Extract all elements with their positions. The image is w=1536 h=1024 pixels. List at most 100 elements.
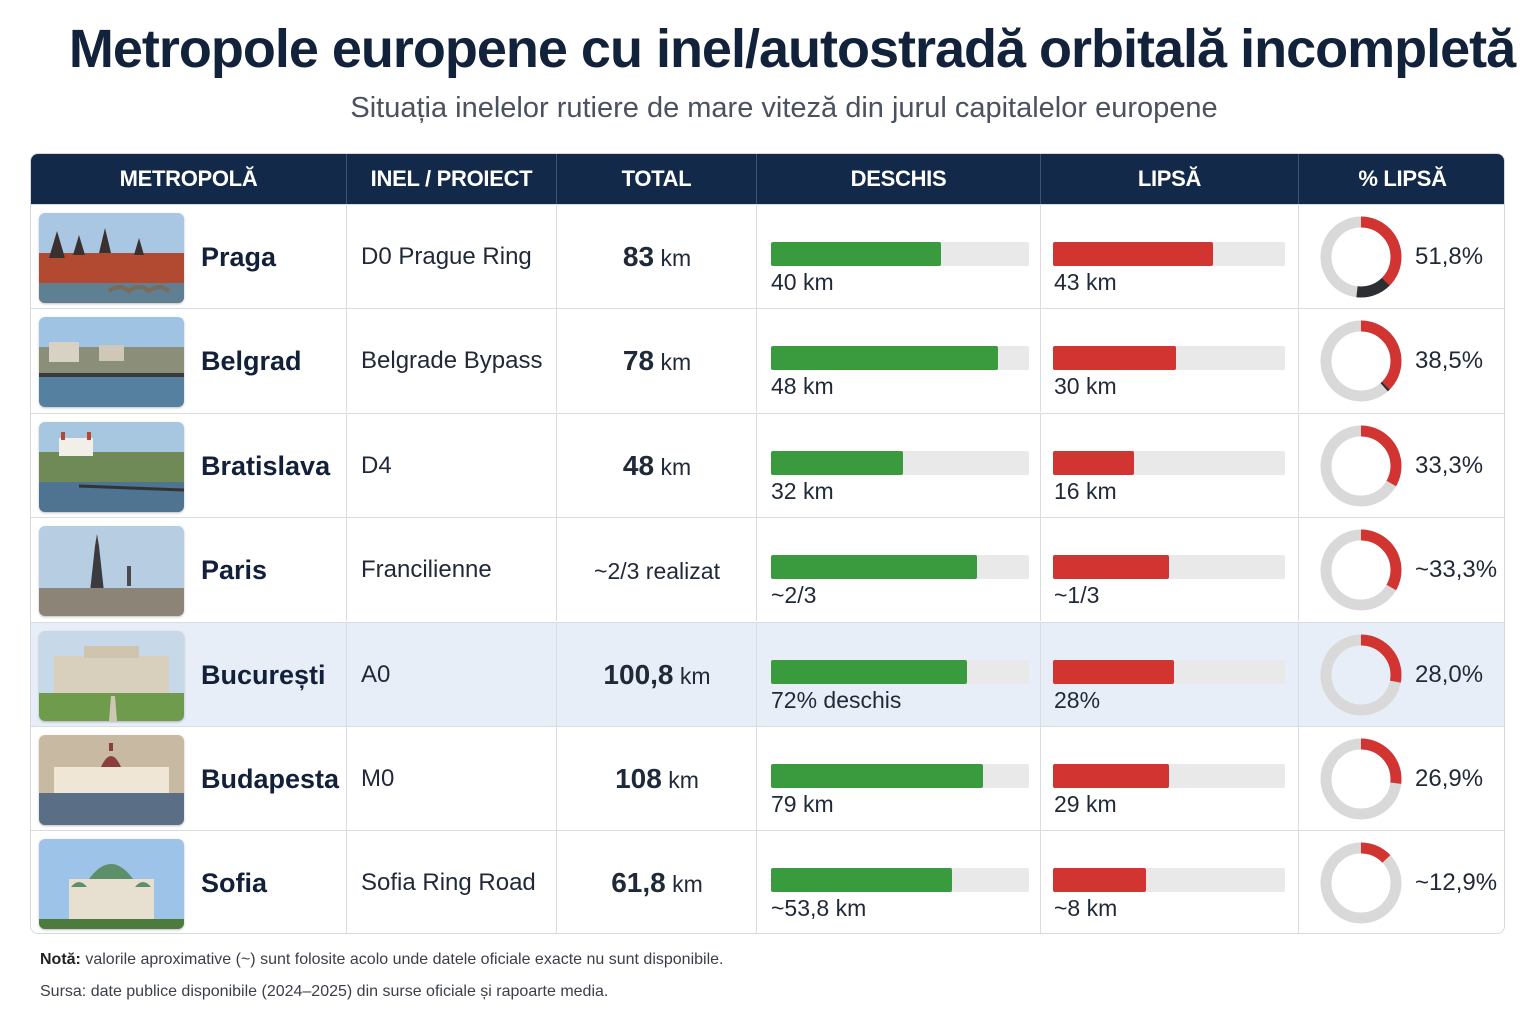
column-divider bbox=[1298, 831, 1299, 933]
column-divider bbox=[756, 727, 757, 830]
missing-bar-track bbox=[1053, 450, 1285, 475]
donut-missing-arc bbox=[1320, 634, 1402, 716]
table-row: Bratislava D4 48 km 32 km 16 km 33,3% bbox=[31, 412, 1504, 518]
note-text: valorile aproximative (~) sunt folosite … bbox=[80, 951, 724, 968]
total-value: 48 bbox=[622, 449, 655, 481]
missing-share-donut bbox=[1320, 216, 1402, 298]
missing-bar-track bbox=[1053, 555, 1285, 580]
column-divider bbox=[756, 518, 757, 622]
total-planned: ~2/3 realizat bbox=[557, 518, 757, 622]
donut-missing-arc bbox=[1320, 216, 1402, 298]
column-header-metropola: METROPOLĂ bbox=[31, 154, 347, 204]
donut-missing-arc bbox=[1320, 842, 1402, 924]
missing-value: 30 km bbox=[1054, 373, 1117, 400]
missing-value: 29 km bbox=[1054, 791, 1117, 817]
page-subtitle: Situația inelelor rutiere de mare viteză… bbox=[350, 92, 1218, 124]
missing-percent: ~33,3% bbox=[1415, 556, 1498, 584]
column-divider bbox=[1298, 727, 1299, 830]
open-bar bbox=[771, 555, 978, 580]
city-name: Belgrad bbox=[201, 346, 302, 377]
column-header-total-planificat: TOTAL PLANIFICAT bbox=[557, 154, 757, 241]
source-label: Sursa: bbox=[40, 983, 87, 1000]
donut-missing-arc bbox=[1320, 320, 1402, 402]
total-unit: km bbox=[679, 662, 711, 689]
open-bar-track bbox=[771, 764, 1029, 788]
city-name: Paris bbox=[201, 555, 268, 586]
missing-bar bbox=[1053, 764, 1169, 788]
column-divider bbox=[346, 205, 347, 308]
city-photo bbox=[39, 526, 184, 617]
total-planned: 78 km bbox=[557, 309, 757, 413]
column-divider bbox=[1040, 205, 1041, 308]
column-header-pct-lipsa: % LIPSĂ bbox=[1358, 166, 1447, 191]
city-name: Budapesta bbox=[201, 764, 340, 794]
missing-percent: 28,0% bbox=[1415, 660, 1484, 688]
column-divider bbox=[1040, 413, 1041, 517]
open-bar-track bbox=[771, 242, 1029, 266]
column-divider bbox=[556, 413, 557, 517]
column-divider bbox=[556, 205, 557, 308]
column-divider bbox=[556, 727, 557, 830]
missing-percent: ~12,9% bbox=[1415, 869, 1498, 897]
open-value: 48 km bbox=[771, 373, 834, 400]
open-bar-track bbox=[771, 450, 1029, 475]
column-divider bbox=[346, 831, 347, 933]
donut-missing-arc bbox=[1320, 529, 1402, 611]
city-photo bbox=[39, 317, 184, 408]
open-bar bbox=[771, 764, 983, 788]
total-value: 83 bbox=[622, 241, 655, 272]
column-divider bbox=[1298, 309, 1299, 413]
open-value: ~2/3 bbox=[771, 582, 817, 609]
missing-bar bbox=[1053, 659, 1174, 684]
column-divider bbox=[556, 309, 557, 413]
total-value: 100,8 bbox=[603, 658, 674, 690]
column-divider bbox=[556, 518, 557, 622]
total-value: 61,8 bbox=[611, 867, 666, 899]
total-unit: km bbox=[672, 871, 703, 898]
open-bar bbox=[771, 450, 903, 475]
total-planned: 100,8 km bbox=[557, 623, 757, 727]
total-value: 78 bbox=[622, 345, 655, 377]
missing-percent: 33,3% bbox=[1415, 451, 1484, 479]
ring-project: M0 bbox=[361, 765, 395, 792]
table-row: Budapesta M0 108 km 79 km 29 km 26,9% bbox=[31, 726, 1504, 830]
column-divider bbox=[346, 413, 347, 517]
total-planned: 48 km bbox=[557, 414, 757, 518]
open-value: 32 km bbox=[771, 477, 834, 504]
missing-bar-track bbox=[1053, 242, 1285, 266]
missing-share-donut bbox=[1320, 634, 1402, 716]
note-label: Notă: bbox=[40, 951, 81, 968]
table-row: Sofia Sofia Ring Road 61,8 km ~53,8 km ~8 km… bbox=[31, 830, 1504, 933]
total-unit: km bbox=[660, 245, 692, 271]
missing-bar-track bbox=[1053, 346, 1285, 371]
ring-project: A0 bbox=[361, 660, 391, 688]
column-divider bbox=[346, 309, 347, 413]
ring-roads-table: METROPOLĂ INEL / PROIECT TOTAL PLANIFICA… bbox=[30, 153, 1505, 934]
city-photo bbox=[39, 213, 184, 303]
column-header-lipsa: LIPSĂ bbox=[1041, 154, 1299, 204]
column-divider bbox=[1040, 831, 1041, 933]
column-divider bbox=[756, 831, 757, 933]
open-bar-track bbox=[771, 555, 1029, 580]
ring-project: Belgrade Bypass bbox=[361, 347, 543, 375]
city-name: București bbox=[201, 659, 326, 690]
column-divider bbox=[556, 622, 557, 726]
city-photo bbox=[39, 735, 184, 825]
total-planned: 61,8 km bbox=[557, 831, 757, 933]
missing-value: 43 km bbox=[1054, 269, 1117, 295]
open-bar-track bbox=[771, 868, 1029, 893]
missing-value: 28% bbox=[1054, 686, 1101, 713]
ring-project: Sofia Ring Road bbox=[361, 869, 536, 897]
total-planned: 108 km bbox=[557, 727, 757, 831]
missing-bar bbox=[1053, 868, 1146, 893]
page-title: Metropole europene cu inel/autostradă or… bbox=[68, 19, 1516, 79]
column-header-deschis: DESCHIS bbox=[757, 154, 1041, 204]
open-bar-track bbox=[771, 346, 1029, 371]
total-unit: km bbox=[660, 453, 692, 480]
table-header: METROPOLĂ INEL / PROIECT TOTAL PLANIFICA… bbox=[31, 154, 1504, 241]
missing-share-donut bbox=[1320, 842, 1402, 924]
source-text: date publice disponibile (2024–2025) din… bbox=[86, 983, 609, 1000]
missing-bar bbox=[1053, 346, 1176, 371]
missing-share-donut bbox=[1320, 529, 1402, 611]
donut-missing-arc-extra bbox=[1320, 216, 1402, 298]
